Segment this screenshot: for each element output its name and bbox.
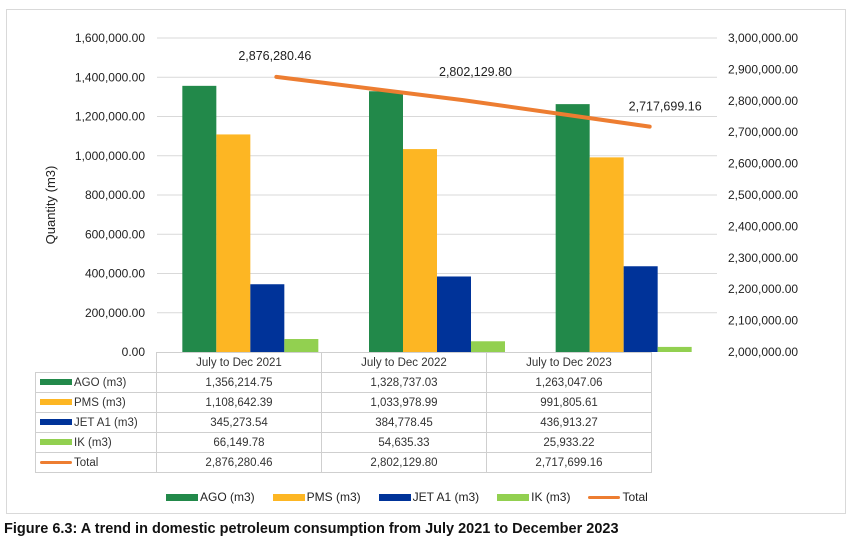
table-cell: 436,913.27: [486, 412, 652, 433]
bar-ago: [555, 104, 590, 352]
table-column-header: July to Dec 2022: [321, 352, 487, 373]
table-row: Total 2,876,280.46 2,802,129.80 2,717,699.1…: [35, 452, 652, 473]
table-header-row: July to Dec 2021 July to Dec 2022 July to …: [36, 352, 652, 373]
table-row: PMS (m3) 1,108,642.39 1,033,978.99 991,805.…: [35, 392, 652, 413]
table-column-header: July to Dec 2021: [156, 352, 322, 373]
bar-ago: [182, 85, 217, 352]
legend-item: IK (m3): [497, 490, 570, 504]
table-row: IK (m3) 66,149.78 54,635.33 25,933.22: [35, 432, 652, 453]
table-row-label: JET A1 (m3): [35, 412, 157, 433]
legend-item: PMS (m3): [272, 490, 361, 504]
legend-label: IK (m3): [531, 490, 571, 504]
bar-pms: [216, 134, 251, 352]
y2-tick-label: 2,000,000.00: [728, 345, 798, 359]
y-tick-label: 200,000.00: [85, 306, 145, 320]
bar-pms: [403, 149, 437, 352]
bar-jet: [437, 276, 471, 352]
table-cell: 345,273.54: [156, 412, 322, 433]
table-cell: 1,108,642.39: [156, 392, 322, 413]
y2-tick-label: 2,500,000.00: [728, 188, 798, 202]
legend-label: AGO (m3): [200, 490, 255, 504]
legend-swatch-icon: [378, 493, 411, 501]
series-swatch-icon: [40, 379, 72, 386]
table-cell: 991,805.61: [486, 392, 652, 413]
total-data-label: 2,717,699.16: [629, 100, 702, 114]
legend-swatch-icon: [166, 493, 198, 501]
table-corner: [36, 353, 157, 373]
table-row-label: Total: [35, 452, 157, 473]
y-tick-label: 1,400,000.00: [75, 70, 145, 84]
y-tick-label: 1,600,000.00: [75, 31, 145, 45]
bar-ik: [284, 339, 319, 352]
bar-ago: [369, 91, 403, 353]
table-row: AGO (m3) 1,356,214.75 1,328,737.03 1,263,04…: [35, 372, 652, 393]
table-cell: 66,149.78: [156, 432, 322, 453]
table-cell: 2,876,280.46: [156, 452, 322, 473]
table-cell: 384,778.45: [321, 412, 487, 433]
y2-tick-label: 2,300,000.00: [728, 251, 798, 265]
table-cell: 25,933.22: [486, 432, 652, 453]
table-cell: 2,802,129.80: [321, 452, 487, 473]
y2-tick-label: 2,400,000.00: [728, 219, 798, 233]
y-tick-label: 600,000.00: [85, 227, 145, 241]
series-swatch-icon: [40, 439, 72, 446]
y2-tick-label: 2,800,000.00: [728, 94, 798, 108]
bar-ik: [471, 341, 505, 352]
series-swatch-icon: [40, 460, 72, 464]
legend-item: AGO (m3): [166, 490, 255, 504]
table-row-label: AGO (m3): [35, 372, 157, 393]
legend: AGO (m3) PMS (m3) JET A1 (m3) IK (m3) Total: [166, 490, 648, 504]
series-swatch-icon: [40, 399, 72, 406]
total-line: [274, 74, 652, 129]
series-swatch-icon: [40, 419, 72, 426]
bar-ik: [657, 346, 692, 352]
y-tick-label: 1,200,000.00: [75, 110, 145, 124]
y2-tick-label: 3,000,000.00: [728, 31, 798, 45]
legend-swatch-icon: [272, 493, 305, 501]
total-data-label: 2,876,280.46: [238, 49, 311, 63]
y2-tick-label: 2,600,000.00: [728, 157, 798, 171]
legend-label: Total: [622, 490, 648, 504]
total-data-label: 2,802,129.80: [439, 65, 512, 79]
legend-label: JET A1 (m3): [412, 490, 480, 504]
legend-swatch-icon: [497, 493, 530, 501]
figure-caption: Figure 6.3: A trend in domestic petroleu…: [4, 521, 619, 537]
table-cell: 1,263,047.06: [486, 372, 652, 393]
y-tick-label: 800,000.00: [85, 188, 145, 202]
y2-tick-label: 2,100,000.00: [728, 314, 798, 328]
table-cell: 1,033,978.99: [321, 392, 487, 413]
table-cell: 54,635.33: [321, 432, 487, 453]
y2-tick-label: 2,200,000.00: [728, 282, 798, 296]
table-row-label: IK (m3): [35, 432, 157, 453]
table-row: JET A1 (m3) 345,273.54 384,778.45 436,913.2…: [35, 412, 652, 433]
legend-label: PMS (m3): [306, 490, 361, 504]
table-cell: 1,328,737.03: [321, 372, 487, 393]
legend-item: JET A1 (m3): [378, 490, 480, 504]
bar-pms: [589, 157, 624, 352]
table-cell: 2,717,699.16: [486, 452, 652, 473]
y-tick-label: 0.00: [122, 345, 146, 359]
table-cell: 1,356,214.75: [156, 372, 322, 393]
y2-tick-label: 2,700,000.00: [728, 125, 798, 139]
bar-jet: [250, 284, 285, 352]
y-tick-label: 400,000.00: [85, 267, 145, 281]
legend-swatch-icon: [588, 495, 621, 499]
table-column-header: July to Dec 2023: [486, 352, 652, 373]
y2-tick-label: 2,900,000.00: [728, 62, 798, 76]
legend-item: Total: [588, 490, 648, 504]
bar-jet: [623, 266, 658, 352]
y-tick-label: 1,000,000.00: [75, 149, 145, 163]
table-row-label: PMS (m3): [35, 392, 157, 413]
y-axis-label: Quantity (m3): [43, 166, 58, 245]
data-table: July to Dec 2021 July to Dec 2022 July to …: [35, 352, 652, 473]
